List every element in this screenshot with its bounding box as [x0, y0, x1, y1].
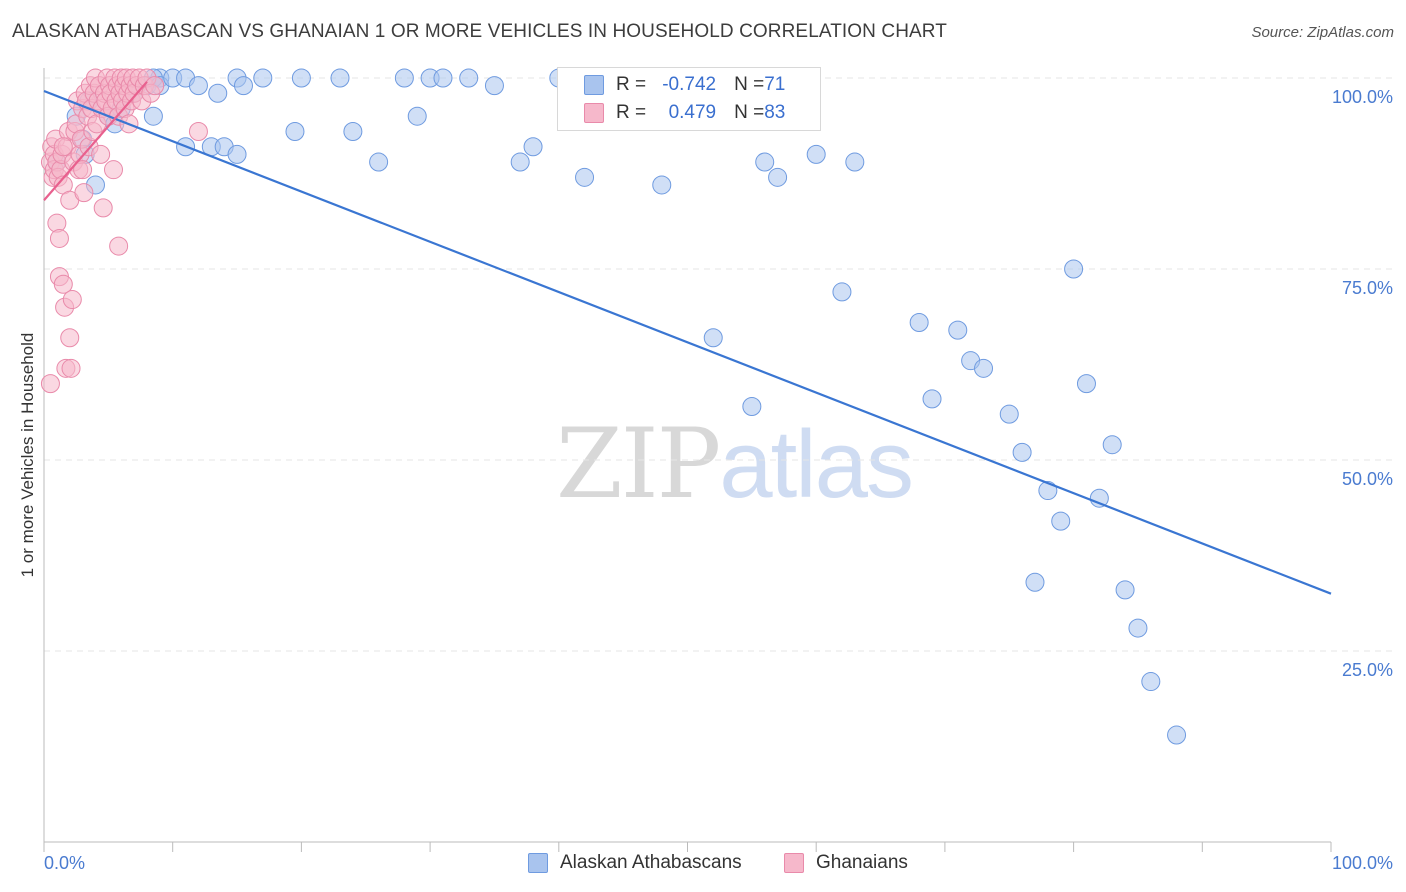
alaskan-point	[806, 144, 826, 164]
legend-swatch-ghanaian	[784, 853, 804, 873]
legend-row-ghanaian: R = 0.479 N = 83	[584, 100, 785, 126]
alaskan-point	[510, 152, 530, 172]
alaskan-point	[845, 152, 865, 172]
ghanaian-point	[61, 358, 81, 378]
legend-label-ghanaian: Ghanaians	[816, 852, 908, 873]
ghanaian-point	[73, 160, 93, 180]
ghanaian-point	[93, 198, 113, 218]
alaskan-point	[742, 397, 762, 417]
legend-r-value: 0.479	[668, 102, 717, 123]
alaskan-point	[999, 404, 1019, 424]
ghanaian-point	[74, 183, 94, 203]
ghanaian-point	[60, 328, 80, 348]
ghanaian-point	[62, 290, 82, 310]
alaskan-point	[909, 312, 929, 332]
alaskan-point	[523, 137, 543, 157]
alaskan-point	[703, 328, 723, 348]
alaskan-point	[407, 106, 427, 126]
alaskan-point	[343, 121, 363, 141]
x-tick-label: 100.0%	[1332, 853, 1393, 873]
alaskan-point	[1051, 511, 1071, 531]
legend-n-value: 71	[764, 74, 786, 95]
legend-label-alaskan: Alaskan Athabascans	[560, 852, 742, 873]
alaskan-point	[575, 167, 595, 187]
alaskan-point	[1064, 259, 1084, 279]
series-legend: Alaskan Athabascans Ghanaians	[0, 852, 1406, 876]
legend-r-label: R =	[616, 74, 647, 95]
legend-n-value: 83	[764, 102, 786, 123]
ghanaian-point	[53, 274, 73, 294]
legend-swatch-alaskan	[528, 853, 548, 873]
ghanaian-point	[91, 144, 111, 164]
alaskan-point	[1141, 672, 1161, 692]
alaskan-point	[459, 68, 479, 88]
alaskan-point	[369, 152, 389, 172]
watermark: ZIPatlas	[556, 408, 914, 520]
legend-n-label: N =	[734, 102, 765, 123]
alaskan-point	[1076, 374, 1096, 394]
alaskan-point	[233, 76, 253, 96]
source-label: Source: ZipAtlas.com	[1251, 24, 1394, 41]
legend-item-ghanaian: Ghanaians	[784, 852, 908, 874]
legend-item-alaskan: Alaskan Athabascans	[528, 852, 742, 874]
ghanaian-trendline	[43, 81, 148, 201]
alaskan-point	[227, 144, 247, 164]
y-tick-label: 75.0%	[1342, 278, 1393, 298]
alaskan-point	[208, 83, 228, 103]
legend-swatch-blue	[584, 75, 604, 95]
legend-r-label: R =	[616, 102, 647, 123]
alaskan-point	[1102, 435, 1122, 455]
watermark-zip: ZIP	[556, 408, 721, 520]
y-tick-label: 100.0%	[1332, 87, 1393, 107]
y-tick-label: 25.0%	[1342, 660, 1393, 680]
alaskan-point	[330, 68, 350, 88]
alaskan-point	[652, 175, 672, 195]
x-tick-label: 0.0%	[44, 853, 85, 873]
alaskan-point	[433, 68, 453, 88]
ghanaian-point	[188, 121, 208, 141]
alaskan-point	[253, 68, 273, 88]
y-tick-label: 50.0%	[1342, 469, 1393, 489]
legend-row-alaskan: R = -0.742 N = 71	[584, 72, 785, 98]
alaskan-point	[1038, 481, 1058, 501]
legend-n-label: N =	[734, 74, 765, 95]
ghanaian-point	[145, 76, 165, 96]
alaskan-point	[832, 282, 852, 302]
alaskan-trendline	[43, 89, 1332, 595]
correlation-legend: R = -0.742 N = 71 R = 0.479 N = 83	[557, 67, 821, 131]
alaskan-point	[291, 68, 311, 88]
ghanaian-point	[49, 228, 69, 248]
ghanaian-point	[53, 137, 73, 157]
alaskan-point	[1012, 442, 1032, 462]
ghanaian-point	[103, 160, 123, 180]
alaskan-point	[285, 121, 305, 141]
alaskan-point	[1025, 572, 1045, 592]
legend-r-value: -0.742	[662, 74, 717, 95]
alaskan-point	[768, 167, 788, 187]
alaskan-point	[1089, 488, 1109, 508]
alaskan-point	[484, 76, 504, 96]
alaskan-point	[948, 320, 968, 340]
watermark-atlas: atlas	[719, 411, 914, 518]
alaskan-point	[188, 76, 208, 96]
alaskan-point	[143, 106, 163, 126]
ghanaian-point	[40, 374, 60, 394]
alaskan-point	[1128, 618, 1148, 638]
alaskan-point	[394, 68, 414, 88]
alaskan-point	[922, 389, 942, 409]
alaskan-point	[1167, 725, 1187, 745]
y-axis-label: 1 or more Vehicles in Household	[18, 332, 37, 578]
ghanaian-point	[109, 236, 129, 256]
legend-swatch-pink	[584, 103, 604, 123]
alaskan-point	[974, 358, 994, 378]
alaskan-point	[755, 152, 775, 172]
chart-title: ALASKAN ATHABASCAN VS GHANAIAN 1 OR MORE…	[12, 21, 947, 42]
alaskan-point	[1115, 580, 1135, 600]
